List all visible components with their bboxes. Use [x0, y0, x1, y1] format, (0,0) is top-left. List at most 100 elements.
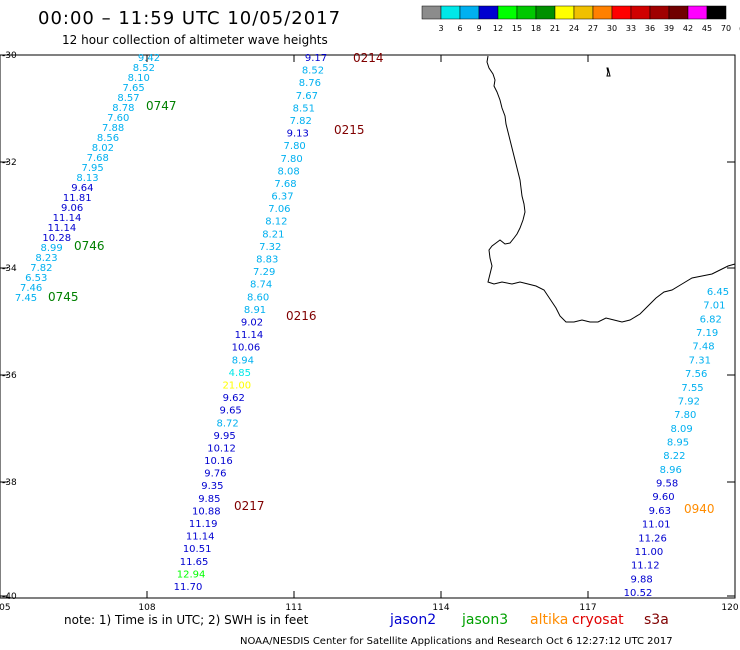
x-tick-label: 111: [285, 603, 302, 613]
legend-swatch: [554, 5, 575, 20]
legend-label: 45: [702, 24, 712, 33]
time-label: 0215: [334, 123, 365, 137]
legend-label: 12: [493, 24, 503, 33]
y-tick-label: -36: [2, 371, 17, 381]
legend-label: 18: [531, 24, 541, 33]
island-coastline: [606, 67, 611, 77]
wave-height-value: 8.23: [35, 253, 57, 264]
legend-swatch: [478, 5, 499, 20]
wave-height-value: 9.85: [198, 494, 220, 505]
legend-label: 24: [569, 24, 579, 33]
wave-height-value: 7.46: [20, 283, 42, 294]
wave-height-value: 8.09: [671, 424, 693, 435]
wave-height-value: 6.45: [707, 287, 729, 298]
time-label: 0216: [286, 309, 317, 323]
wave-height-value: 10.88: [192, 506, 221, 517]
wave-height-value: 8.51: [293, 103, 315, 114]
wave-height-value: 8.10: [128, 73, 150, 84]
wave-height-value: 4.85: [229, 368, 251, 379]
x-tick-label: 114: [432, 603, 449, 613]
satellite-jason3: jason3: [461, 612, 508, 628]
wave-height-value: 7.65: [122, 83, 144, 94]
time-label: 0940: [684, 502, 715, 516]
wave-height-value: 8.74: [250, 280, 272, 291]
wave-height-value: 8.91: [244, 305, 266, 316]
wave-height-value: 8.08: [277, 166, 299, 177]
legend-swatch: [535, 5, 556, 20]
wave-height-value: 8.94: [232, 355, 254, 366]
credit-line: NOAA/NESDIS Center for Satellite Applica…: [240, 636, 673, 647]
wave-height-value: 10.06: [232, 343, 261, 354]
wave-height-value: 8.52: [302, 66, 324, 77]
y-tick-label: -38: [2, 478, 17, 488]
wave-height-value: 6.82: [700, 314, 722, 325]
wave-height-value: 9.60: [652, 492, 674, 503]
y-tick-label: -34: [2, 264, 17, 274]
y-tick-label: -40: [2, 592, 17, 602]
wave-height-value: 8.99: [40, 243, 62, 254]
legend-swatch: [630, 5, 651, 20]
wave-height-value: 7.95: [81, 163, 103, 174]
wave-height-value: 7.68: [274, 179, 296, 190]
wave-height-value: 7.06: [268, 204, 290, 215]
wave-height-value: 7.80: [280, 154, 302, 165]
map-frame: [0, 54, 736, 599]
wave-height-value: 11.14: [53, 213, 82, 224]
wave-height-value: 7.01: [703, 301, 725, 312]
x-tick-label: 105: [0, 603, 11, 613]
time-label: 0217: [234, 499, 265, 513]
wave-height-value: 21.00: [222, 380, 251, 391]
wave-height-value: 7.55: [681, 383, 703, 394]
satellite-jason2: jason2: [389, 612, 436, 628]
wave-height-value: 10.28: [42, 233, 71, 244]
wave-height-value: 10.16: [204, 456, 233, 467]
wave-height-value: 7.31: [689, 355, 711, 366]
legend-label: 6: [457, 24, 462, 33]
wave-height-value: 11.01: [642, 520, 671, 531]
wave-height-value: 9.17: [305, 53, 327, 64]
wave-height-value: 7.48: [692, 342, 714, 353]
legend-swatch: [706, 5, 727, 20]
legend-label: 36: [645, 24, 655, 33]
legend-label: 33: [626, 24, 636, 33]
legend-label: 15: [512, 24, 522, 33]
wave-height-value: 11.26: [638, 533, 667, 544]
wave-height-value: 9.63: [649, 506, 671, 517]
axis-ticks: 105 108 111 114 117 120 -30 -32 -34 -36 -38 -40: [0, 51, 739, 613]
wave-height-value: 8.22: [663, 451, 685, 462]
legend-label: 30: [607, 24, 617, 33]
wave-height-value: 8.95: [667, 438, 689, 449]
wave-height-value: 7.80: [674, 410, 696, 421]
footnote: note: 1) Time is in UTC; 2) SWH is in fe…: [64, 613, 309, 627]
wave-height-value: 7.19: [696, 328, 718, 339]
wave-height-value: 11.12: [631, 561, 660, 572]
legend-label: 9: [476, 24, 481, 33]
legend-label: 3: [438, 24, 443, 33]
wave-height-value: 11.70: [174, 582, 203, 593]
wave-height-value: 12.94: [177, 569, 206, 580]
satellite-s3a: s3a: [644, 612, 669, 628]
wave-height-value: 7.80: [284, 141, 306, 152]
wave-height-value: 7.56: [685, 369, 707, 380]
wave-height-value: 9.64: [71, 183, 93, 194]
s3a-track: 9.178.528.767.678.517.829.137.807.808.08…: [174, 51, 384, 593]
wave-height-value: 11.19: [189, 519, 218, 530]
time-label: 0745: [48, 290, 79, 304]
legend-swatch: [592, 5, 613, 20]
wave-height-value: 7.60: [107, 113, 129, 124]
altika-track: 6.45 7.01 6.82 7.19 7.48 7.31 7.56 7.55 7.92 7.80…: [624, 287, 729, 599]
wave-height-value: 9.13: [287, 129, 309, 140]
y-tick-label: -30: [2, 51, 17, 61]
legend-label: (ft): [739, 24, 740, 33]
wave-height-value: 10.51: [183, 544, 212, 555]
map-subtitle: 12 hour collection of altimeter wave hei…: [62, 33, 328, 47]
x-tick-label: 120: [721, 603, 738, 613]
legend-label: 21: [550, 24, 560, 33]
wave-height-value: 8.96: [660, 465, 682, 476]
wave-height-value: 6.53: [25, 273, 47, 284]
wave-height-value: 9.58: [656, 479, 678, 490]
wave-height-value: 9.06: [61, 203, 83, 214]
wave-height-value: 8.52: [133, 63, 155, 74]
time-label: 0214: [353, 51, 384, 65]
